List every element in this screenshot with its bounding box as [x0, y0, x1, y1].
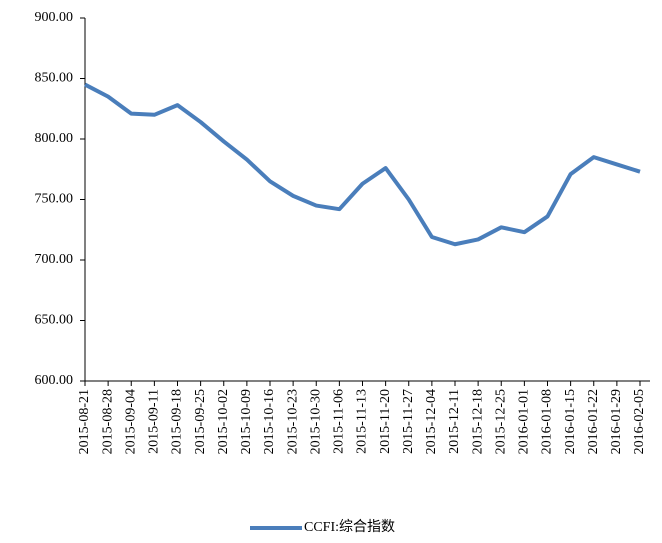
y-tick-label: 650.00	[35, 313, 74, 328]
x-tick-label: 2015-11-20	[378, 389, 393, 454]
x-tick-label: 2016-02-05	[632, 389, 647, 454]
line	[84, 82, 641, 247]
x-tick-label: 2015-11-13	[355, 389, 370, 454]
x-tick-label: 2015-11-06	[332, 389, 347, 454]
x-tick-label: 2015-12-25	[493, 389, 508, 454]
x-tick-label: 2015-10-23	[285, 389, 300, 454]
x-tick-label: 2015-12-18	[470, 389, 485, 454]
x-tick-label: 2016-01-29	[609, 389, 624, 454]
x-tick-label: 2015-10-16	[262, 389, 277, 454]
x-tick-label: 2015-09-25	[193, 389, 208, 454]
x-tick-label: 2015-10-30	[308, 389, 323, 454]
x-tick-label: 2016-01-22	[586, 389, 601, 454]
x-tick-label: 2015-11-27	[401, 389, 416, 454]
x-tick-label: 2015-09-04	[123, 389, 138, 454]
y-tick-label: 900.00	[35, 10, 74, 25]
x-tick-label: 2015-10-09	[239, 389, 254, 454]
x-tick-label: 2015-08-28	[100, 389, 115, 454]
y-tick-label: 700.00	[35, 252, 74, 267]
y-tick-label: 750.00	[35, 192, 74, 207]
x-tick-label: 2015-09-11	[147, 389, 162, 454]
x-tick-label: 2015-12-11	[447, 389, 462, 454]
x-tick-label: 2016-01-01	[517, 389, 532, 454]
x-tick-label: 2015-09-18	[170, 389, 185, 454]
x-tick-label: 2015-08-21	[77, 389, 92, 454]
x-tick-label: 2015-12-04	[424, 389, 439, 454]
x-tick-label: 2015-10-02	[216, 389, 231, 454]
x-tick-label: 2016-01-08	[540, 389, 555, 454]
y-tick-label: 600.00	[35, 373, 74, 388]
y-tick-label: 850.00	[35, 71, 74, 86]
x-tick-label: 2016-01-15	[563, 389, 578, 454]
y-tick-label: 800.00	[35, 131, 74, 146]
legend-label: CCFI:综合指数	[304, 519, 395, 535]
